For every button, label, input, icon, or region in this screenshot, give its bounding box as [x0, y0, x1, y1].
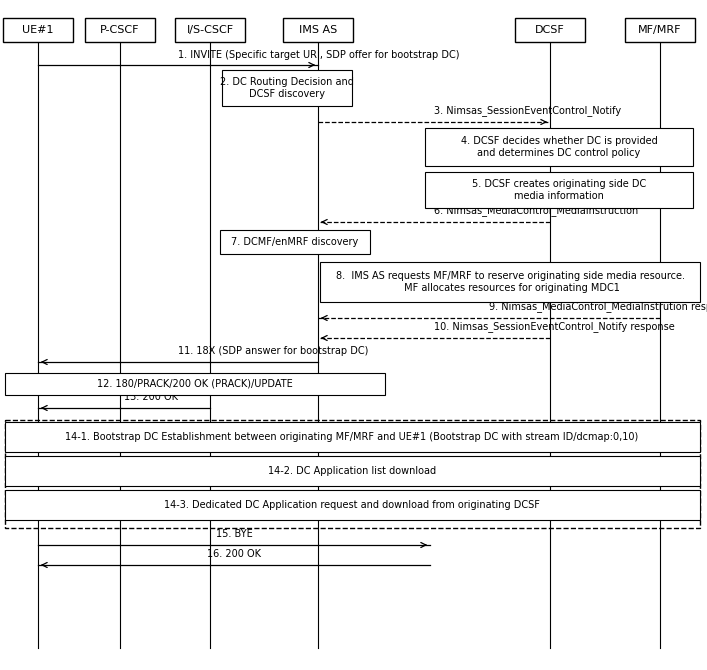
Bar	[515, 18, 585, 42]
Bar	[220, 230, 370, 254]
Text: 3. Nimsas_SessionEventControl_Notify: 3. Nimsas_SessionEventControl_Notify	[434, 105, 621, 116]
Text: 10. Nimsas_SessionEventControl_Notify response: 10. Nimsas_SessionEventControl_Notify re…	[434, 321, 674, 332]
Text: 16. 200 OK: 16. 200 OK	[207, 549, 261, 559]
Text: 7. DCMF/enMRF discovery: 7. DCMF/enMRF discovery	[231, 237, 358, 247]
Text: IMS AS: IMS AS	[299, 25, 337, 35]
Bar	[85, 18, 155, 42]
Bar	[5, 420, 700, 528]
Text: 11. 18X (SDP answer for bootstrap DC): 11. 18X (SDP answer for bootstrap DC)	[178, 346, 368, 356]
Text: 5. DCSF creates originating side DC
media information: 5. DCSF creates originating side DC medi…	[472, 179, 646, 201]
Text: I/S-CSCF: I/S-CSCF	[187, 25, 233, 35]
Bar	[5, 422, 700, 452]
Text: 12. 180/PRACK/200 OK (PRACK)/UPDATE: 12. 180/PRACK/200 OK (PRACK)/UPDATE	[97, 379, 293, 389]
Text: 14-3. Dedicated DC Application request and download from originating DCSF: 14-3. Dedicated DC Application request a…	[164, 500, 540, 510]
Text: P-CSCF: P-CSCF	[100, 25, 140, 35]
Text: 15. BYE: 15. BYE	[216, 529, 252, 539]
Bar	[5, 456, 700, 486]
Bar	[625, 18, 695, 42]
Bar	[283, 18, 353, 42]
Bar	[425, 172, 693, 208]
Bar	[175, 18, 245, 42]
Text: DCSF: DCSF	[535, 25, 565, 35]
Text: 14-2. DC Application list download: 14-2. DC Application list download	[268, 466, 436, 476]
Text: 2. DC Routing Decision and
DCSF discovery: 2. DC Routing Decision and DCSF discover…	[220, 77, 354, 98]
Text: MF/MRF: MF/MRF	[638, 25, 682, 35]
Text: 6. Nimsas_MediaControl_MediaInstruction: 6. Nimsas_MediaControl_MediaInstruction	[434, 205, 638, 216]
Bar	[222, 70, 352, 106]
Bar	[425, 128, 693, 166]
Bar	[5, 490, 700, 520]
Bar	[5, 373, 385, 395]
Bar	[3, 18, 73, 42]
Text: 1. INVITE (Specific target URI, SDP offer for bootstrap DC): 1. INVITE (Specific target URI, SDP offe…	[178, 50, 460, 60]
Text: 13. 200 OK: 13. 200 OK	[124, 392, 178, 402]
Bar	[320, 262, 700, 302]
Text: 8.  IMS AS requests MF/MRF to reserve originating side media resource.
 MF alloc: 8. IMS AS requests MF/MRF to reserve ori…	[336, 271, 684, 293]
Text: 9. Nimsas_MediaControl_MediaInstrution response: 9. Nimsas_MediaControl_MediaInstrution r…	[489, 301, 707, 312]
Text: UE#1: UE#1	[22, 25, 54, 35]
Text: 14-1. Bootstrap DC Establishment between originating MF/MRF and UE#1 (Bootstrap : 14-1. Bootstrap DC Establishment between…	[65, 432, 638, 442]
Text: 4. DCSF decides whether DC is provided
and determines DC control policy: 4. DCSF decides whether DC is provided a…	[461, 136, 658, 158]
